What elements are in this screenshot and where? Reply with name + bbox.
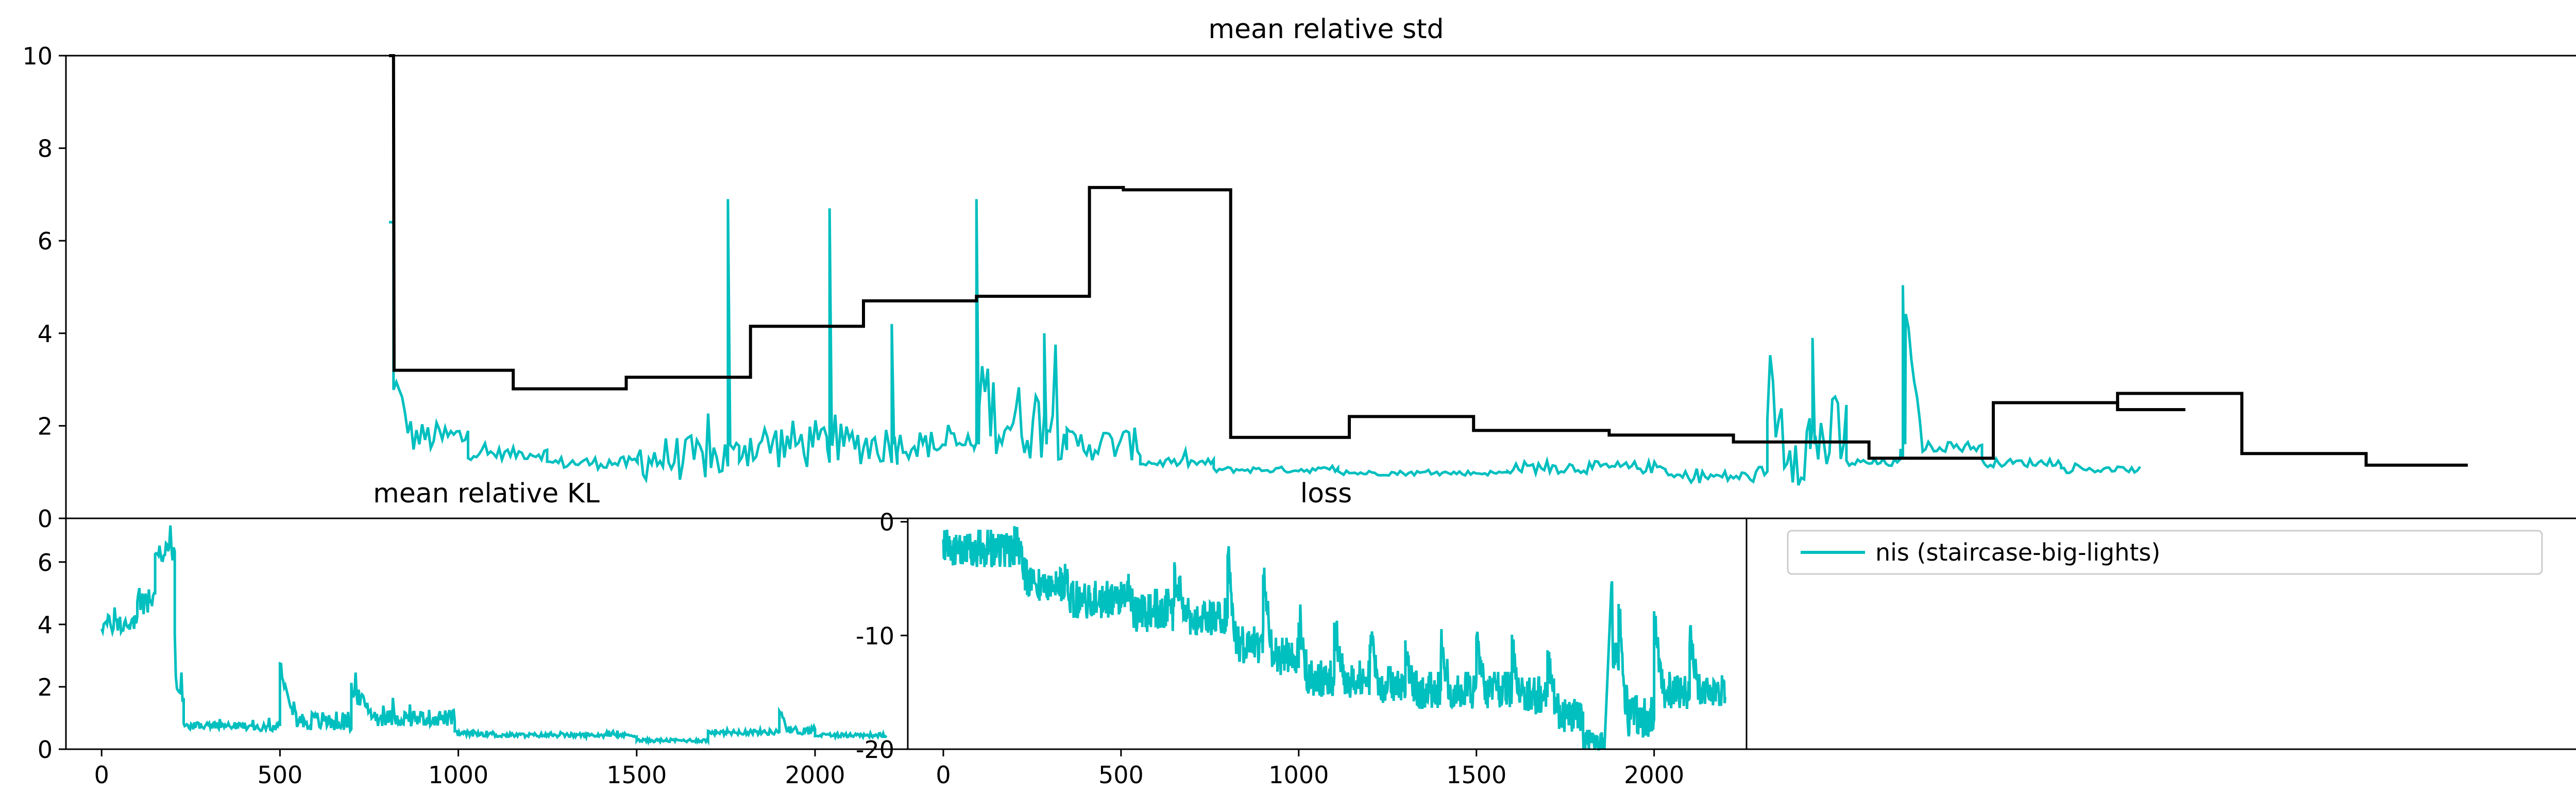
- loss-line: [942, 526, 1727, 751]
- loss-x-ticks: 0 500 1000 1500 2000: [936, 749, 1684, 789]
- legend-area-frame: [1745, 517, 2576, 750]
- kl-ytick-label: 4: [38, 611, 53, 639]
- std-ytick-label: 2: [38, 412, 53, 440]
- kl-line: [100, 525, 888, 746]
- kl-title: mean relative KL: [373, 478, 600, 509]
- std-step-line: [389, 54, 2185, 460]
- kl-xtick-label: 500: [258, 761, 303, 789]
- loss-series-group: [942, 526, 1727, 751]
- legend-label: nis (staircase-big-lights): [1875, 538, 2160, 566]
- panel-mean-relative-std: mean relative std 0 2 4 6 8 10: [22, 14, 2576, 533]
- std-ytick-label: 6: [38, 227, 53, 255]
- panel-mean-relative-kl: mean relative KL 0 2 4 6 0 500 1000 1500 2000: [38, 478, 909, 789]
- legend-panel: nis (staircase-big-lights): [1745, 517, 2576, 750]
- std-ytick-label: 0: [38, 505, 53, 533]
- loss-ytick-label: -10: [856, 622, 894, 650]
- kl-ytick-label: 2: [38, 673, 53, 701]
- loss-xtick-label: 0: [936, 761, 951, 789]
- loss-xtick-label: 1500: [1446, 761, 1506, 789]
- std-ytick-label: 10: [22, 42, 53, 70]
- std-ytick-label: 8: [38, 135, 53, 163]
- loss-title: loss: [1300, 478, 1352, 509]
- std-ytick-label: 4: [38, 320, 53, 348]
- std-y-ticks: 0 2 4 6 8 10: [22, 42, 66, 533]
- loss-y-ticks: 0 -10 -20: [856, 509, 908, 764]
- kl-x-ticks: 0 500 1000 1500 2000: [94, 749, 845, 789]
- loss-xtick-label: 2000: [1624, 761, 1684, 789]
- kl-xtick-label: 0: [94, 761, 109, 789]
- loss-xtick-label: 500: [1098, 761, 1144, 789]
- std-series-group: [389, 54, 2468, 486]
- legend-box: [1787, 530, 2543, 575]
- kl-ytick-label: 0: [38, 736, 53, 764]
- loss-ytick-label: 0: [879, 509, 894, 536]
- kl-xtick-label: 1500: [606, 761, 667, 789]
- std-title: mean relative std: [1208, 14, 1444, 45]
- kl-y-ticks: 0 2 4 6: [38, 549, 66, 764]
- loss-xtick-label: 1000: [1268, 761, 1329, 789]
- kl-ytick-label: 6: [38, 549, 53, 577]
- loss-ytick-label: -20: [856, 736, 894, 764]
- std-step-tail: [2116, 392, 2468, 467]
- kl-xtick-label: 1000: [428, 761, 488, 789]
- kl-xtick-label: 2000: [785, 761, 845, 789]
- std-noisy-line: [389, 199, 2142, 486]
- kl-series-group: [100, 525, 888, 746]
